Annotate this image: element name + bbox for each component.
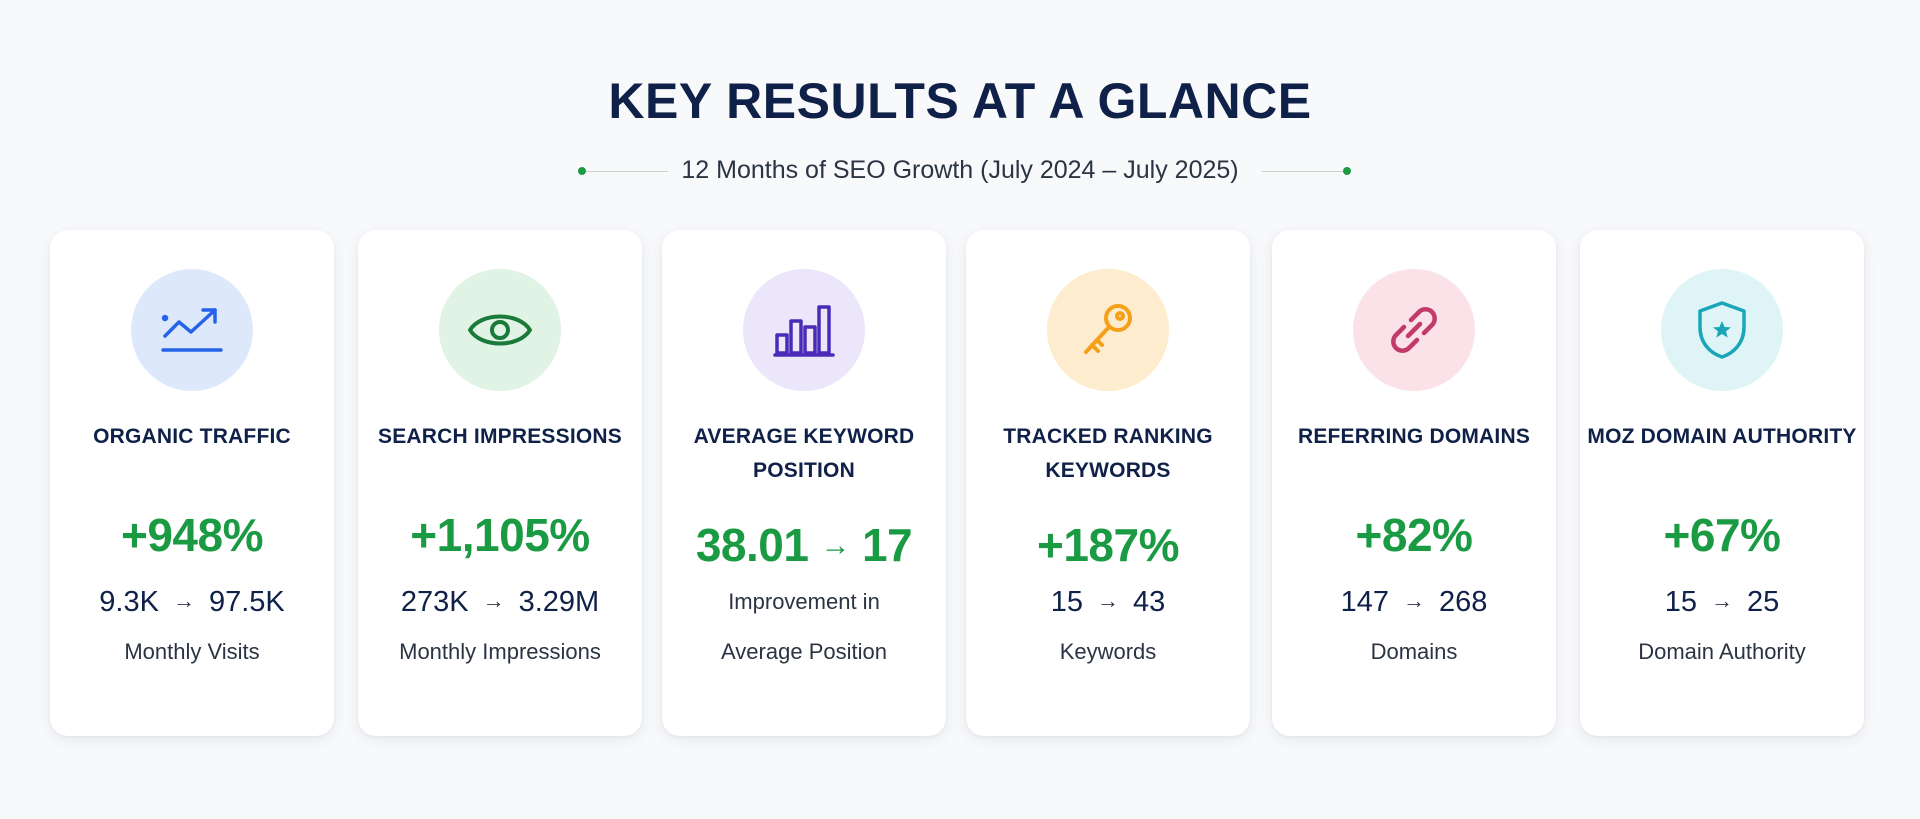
shield-star-icon xyxy=(1661,269,1783,391)
card-tracked-ranking-keywords: TRACKED RANKING KEYWORDS +187% 15 → 43 Key… xyxy=(966,230,1250,736)
page-subtitle: 12 Months of SEO Growth (July 2024 – Jul… xyxy=(681,156,1239,184)
arrow-right-icon: → xyxy=(1097,588,1119,613)
card-title: REFERRING DOMAINS xyxy=(1297,425,1531,448)
value-to: 97.5K xyxy=(208,586,285,618)
from-to-values: 15 → 25 xyxy=(1580,586,1864,619)
position-change: 38.01 → 17 xyxy=(662,518,946,572)
metric-label-line: Average Position xyxy=(721,639,887,664)
decorative-line-left xyxy=(586,171,668,172)
decorative-dot-right xyxy=(1343,167,1351,175)
card-title-line: TRACKED RANKING xyxy=(1003,425,1213,448)
card-moz-domain-authority: MOZ DOMAIN AUTHORITY +67% 15 → 25 Domain A… xyxy=(1580,230,1864,736)
metric-label: Monthly Impressions xyxy=(399,639,601,664)
card-title-line: AVERAGE KEYWORD xyxy=(693,425,915,448)
subtitle-row: 12 Months of SEO Growth (July 2024 – Jul… xyxy=(0,152,1920,192)
arrow-right-icon: → xyxy=(482,588,505,613)
decorative-dot-left xyxy=(578,167,586,175)
card-title-line: KEYWORDS xyxy=(1045,459,1171,482)
card-title-line: POSITION xyxy=(753,459,855,482)
percent-change: +187% xyxy=(1036,519,1180,571)
card-title: SEARCH IMPRESSIONS xyxy=(378,425,622,448)
value-from: 15 xyxy=(1664,586,1697,618)
value-from: 38.01 xyxy=(695,519,809,571)
page-title: KEY RESULTS AT A GLANCE xyxy=(608,73,1312,129)
value-from: 273K xyxy=(400,586,469,618)
card-title: TRACKED RANKING KEYWORDS xyxy=(966,420,1250,488)
arrow-right-icon: → xyxy=(172,588,195,613)
percent-change: +67% xyxy=(1663,509,1781,561)
card-search-impressions: SEARCH IMPRESSIONS +1,105% 273K → 3.29M Mo… xyxy=(358,230,642,736)
link-icon xyxy=(1353,269,1475,391)
value-from: 9.3K xyxy=(99,586,159,618)
card-title: MOZ DOMAIN AUTHORITY xyxy=(1587,425,1857,448)
eye-icon xyxy=(439,269,561,391)
key-icon xyxy=(1047,269,1169,391)
metric-label: Domain Authority xyxy=(1638,639,1806,664)
from-to-values: 147 → 268 xyxy=(1272,586,1556,619)
percent-change: +1,105% xyxy=(410,509,590,561)
card-average-keyword-position: AVERAGE KEYWORD POSITION 38.01 → 17 Improv… xyxy=(662,230,946,736)
from-to-values: 273K → 3.29M xyxy=(358,586,642,619)
value-to: 268 xyxy=(1439,586,1488,618)
metric-label: Domains xyxy=(1370,639,1458,664)
value-to: 17 xyxy=(861,519,913,571)
trending-up-icon xyxy=(131,269,253,391)
value-to: 25 xyxy=(1747,586,1780,618)
metric-label: Improvement in Average Position xyxy=(662,577,946,677)
arrow-right-icon: → xyxy=(1403,588,1425,613)
card-title: AVERAGE KEYWORD POSITION xyxy=(662,420,946,488)
card-referring-domains: REFERRING DOMAINS +82% 147 → 268 Domains xyxy=(1272,230,1556,736)
percent-change: +948% xyxy=(120,509,264,561)
value-from: 15 xyxy=(1050,586,1083,618)
metric-label-line: Improvement in xyxy=(728,589,880,614)
results-cards: ORGANIC TRAFFIC +948% 9.3K → 97.5K Monthly… xyxy=(50,230,1870,736)
card-title: ORGANIC TRAFFIC xyxy=(93,425,291,448)
arrow-right-icon: → xyxy=(1711,588,1733,613)
from-to-values: 9.3K → 97.5K xyxy=(50,586,334,619)
arrow-right-icon: → xyxy=(820,529,850,562)
metric-label: Keywords xyxy=(1059,639,1157,664)
value-to: 43 xyxy=(1133,586,1166,618)
value-to: 3.29M xyxy=(518,586,600,618)
card-organic-traffic: ORGANIC TRAFFIC +948% 9.3K → 97.5K Monthly… xyxy=(50,230,334,736)
value-from: 147 xyxy=(1340,586,1389,618)
bar-chart-icon xyxy=(743,269,865,391)
from-to-values: 15 → 43 xyxy=(966,586,1250,619)
decorative-line-right xyxy=(1262,171,1344,172)
metric-label: Monthly Visits xyxy=(124,639,260,664)
percent-change: +82% xyxy=(1355,509,1473,561)
